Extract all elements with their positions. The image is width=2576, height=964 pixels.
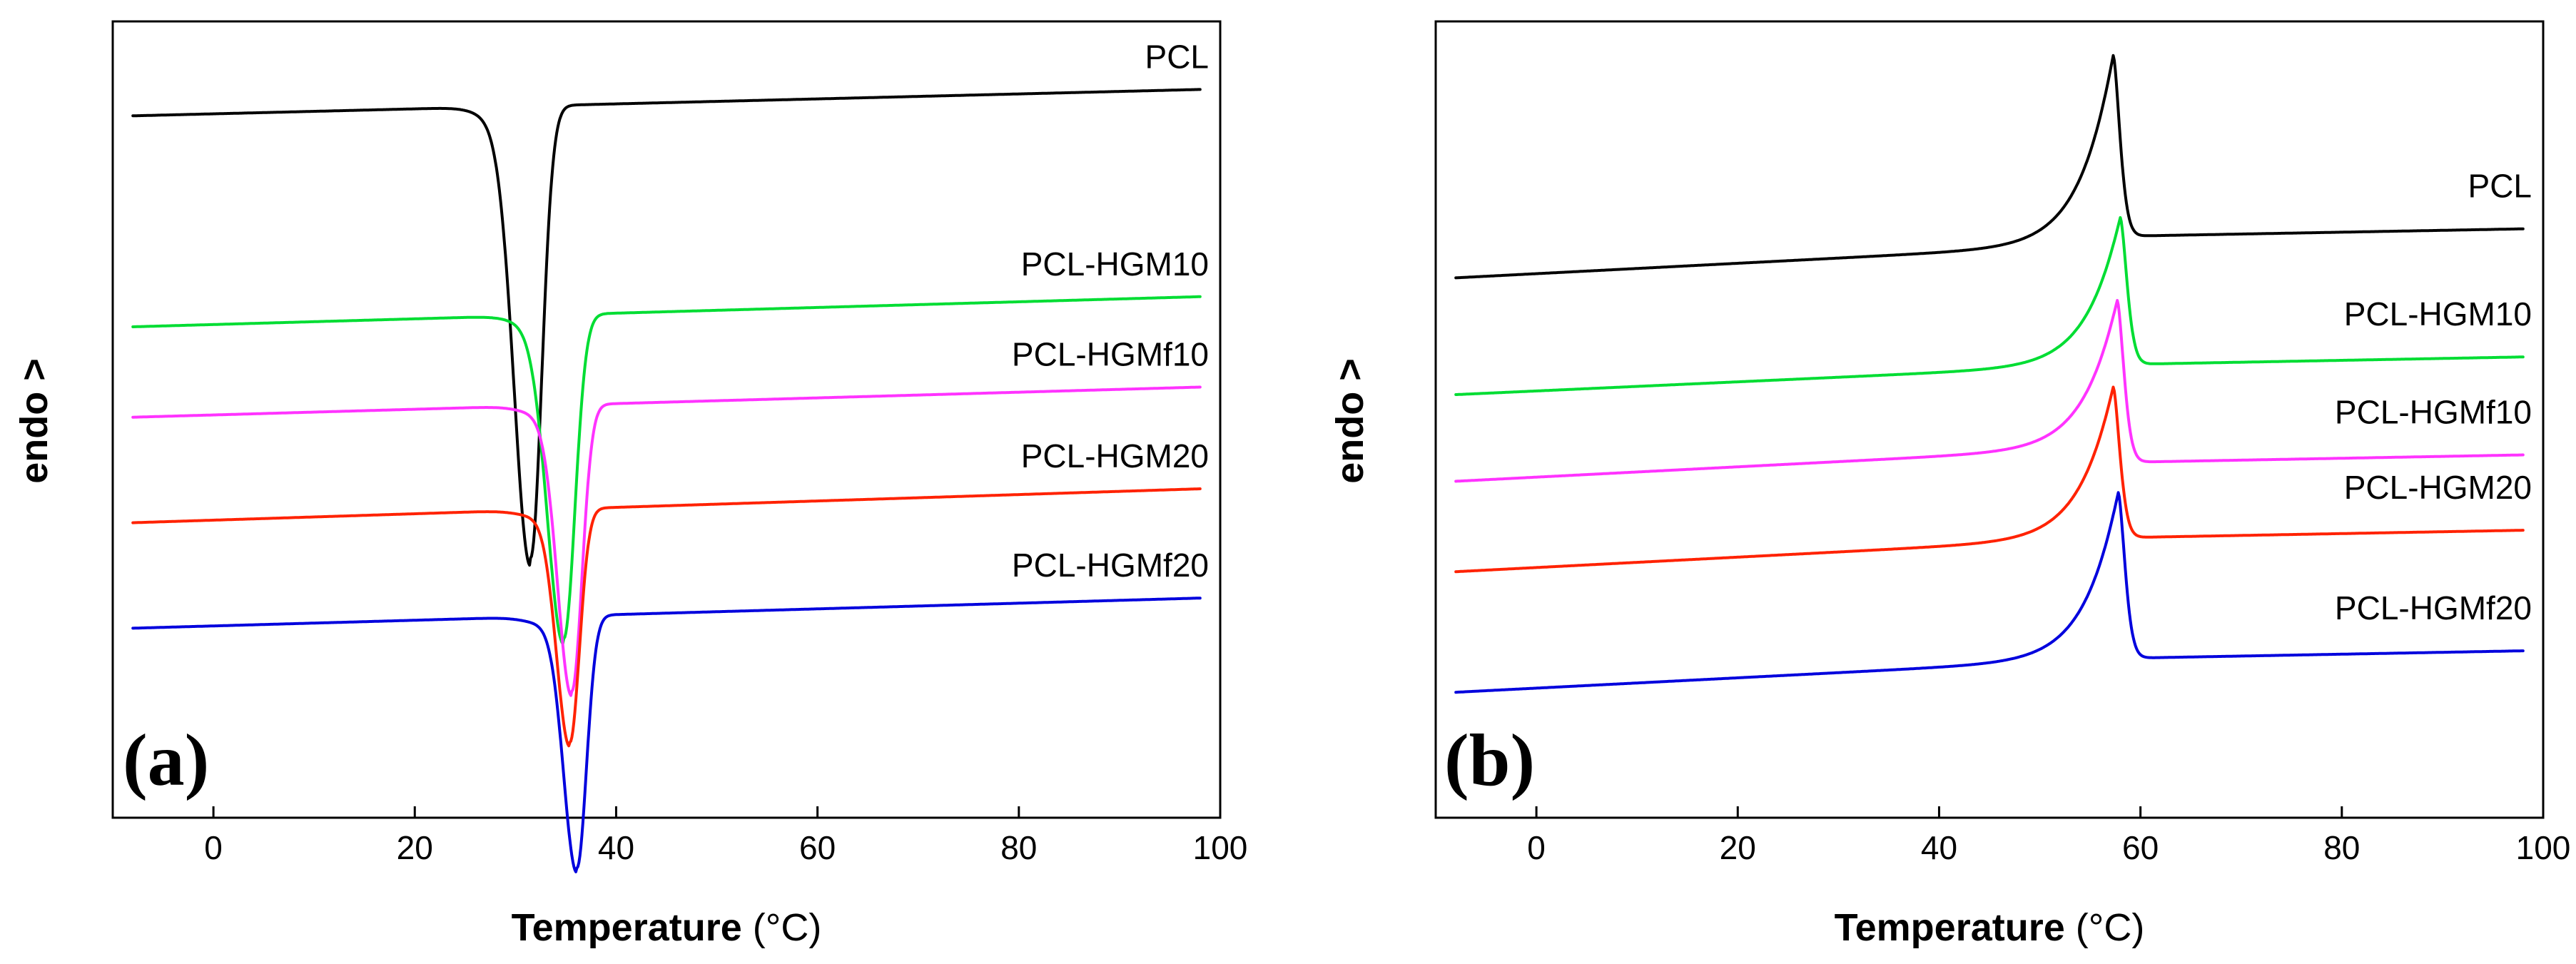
panel-a-x-axis-title-unit: (°C): [742, 906, 822, 949]
panel-a-y-axis-title: endo >: [13, 358, 56, 484]
panel-a-series-label: PCL-HGM10: [1021, 245, 1209, 283]
panel-b-x-axis-title-unit: (°C): [2065, 906, 2145, 949]
panel-a-curve-pcl: [131, 88, 1202, 567]
panel-b-x-tick-label: 0: [1527, 829, 1546, 866]
panel-b-series-label: PCL: [2468, 168, 2532, 205]
panel-a-curve-pcl-hgmf10: [131, 385, 1202, 697]
panel-a-x-tick-label: 100: [1193, 829, 1248, 866]
panel-a-x-ticks: 0 20 40 60 80 100: [204, 806, 1247, 866]
panel-a-plot-frame: [111, 20, 1222, 819]
panel-b-x-tick-label: 100: [2516, 829, 2571, 866]
panel-a-y-axis-title-main: endo: [13, 392, 56, 484]
panel-a-curve-pcl-hgmf20: [131, 597, 1202, 873]
panel-b-y-axis-title: endo >: [1329, 358, 1371, 484]
panel-a-x-axis-title-main: Temperature: [512, 906, 742, 949]
panel-b-plot-frame: [1434, 20, 2545, 819]
panel-b-curve-pcl-hgmf10: [1454, 299, 2525, 483]
panel-a-y-axis-title-arrow: >: [13, 358, 56, 392]
panel-b-label: (b): [1444, 719, 1535, 801]
panel-b-curve-pcl: [1454, 54, 2525, 280]
panel-a-x-tick-label: 20: [397, 829, 433, 866]
panel-b-series-labels: PCL PCL-HGM10 PCL-HGMf10 PCL-HGM20 PCL-HGMf2…: [2335, 168, 2532, 626]
panel-b-x-tick-label: 80: [2323, 829, 2360, 866]
panel-a-series-label: PCL-HGMf20: [1012, 547, 1209, 584]
panel-b-curve-pcl-hgmf20: [1454, 491, 2525, 694]
panel-b-x-tick-label: 40: [1921, 829, 1957, 866]
panel-b-x-tick-label: 60: [2122, 829, 2159, 866]
panel-b-curves: [1454, 54, 2525, 694]
panel-b-y-axis-title-main: endo: [1329, 392, 1371, 484]
panel-b-series-label: PCL-HGM20: [2344, 469, 2532, 506]
panel-a-x-axis-title: Temperature (°C): [512, 906, 822, 949]
panel-b-x-ticks: 0 20 40 60 80 100: [1527, 806, 2570, 866]
panel-a-x-tick-label: 80: [1000, 829, 1037, 866]
panel-b-curve-pcl-hgm10: [1454, 215, 2525, 396]
panel-a-x-tick-label: 40: [598, 829, 634, 866]
panel-b-curve-pcl-hgm20: [1454, 385, 2525, 574]
panel-b-y-axis-title-arrow: >: [1329, 358, 1371, 392]
panel-a-curve-pcl-hgm20: [131, 487, 1202, 748]
panel-a-series-labels: PCL PCL-HGM10 PCL-HGMf10 PCL-HGM20 PCL-HGMf2…: [1012, 38, 1209, 584]
panel-a-x-tick-label: 60: [799, 829, 836, 866]
panel-a-series-label: PCL-HGMf10: [1012, 335, 1209, 372]
panel-b-series-label: PCL-HGMf10: [2335, 394, 2532, 431]
panel-b-x-tick-label: 20: [1720, 829, 1756, 866]
panel-a-curves: [131, 88, 1202, 873]
panel-a-series-label: PCL-HGM20: [1021, 437, 1209, 475]
panel-b-x-axis-title-main: Temperature: [1835, 906, 2065, 949]
panel-a-curve-pcl-hgm10: [131, 295, 1202, 646]
panel-b-series-label: PCL-HGM10: [2344, 295, 2532, 333]
panel-b-series-label: PCL-HGMf20: [2335, 589, 2532, 626]
panel-a-label: (a): [123, 719, 209, 801]
panel-a-series-label: PCL: [1145, 38, 1209, 75]
panel-b: 0 20 40 60 80 100 PCL PCL-HGM10 PCL-HGMf10 PCL-H…: [1329, 20, 2570, 949]
panel-a: 0 20 40 60 80 100 PCL PCL-HGM10 PCL-HGMf10 PCL-H…: [13, 20, 1247, 949]
panel-a-x-tick-label: 0: [204, 829, 223, 866]
panel-b-x-axis-title: Temperature (°C): [1835, 906, 2145, 949]
